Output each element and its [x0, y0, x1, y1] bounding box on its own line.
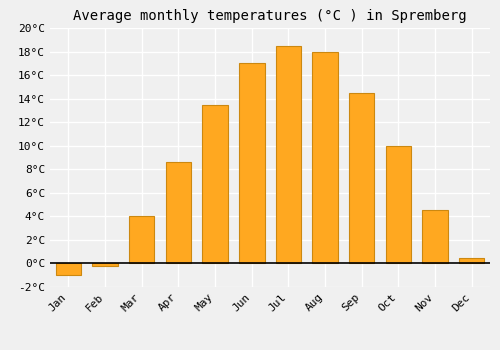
Bar	[166, 162, 191, 264]
Bar	[92, 264, 118, 266]
Bar	[459, 258, 484, 264]
Bar	[129, 216, 154, 264]
Bar	[386, 146, 411, 264]
Bar	[239, 63, 264, 264]
Bar	[349, 93, 374, 264]
Bar	[422, 210, 448, 264]
Bar	[56, 264, 81, 275]
Bar	[276, 46, 301, 264]
Bar	[312, 51, 338, 264]
Title: Average monthly temperatures (°C ) in Spremberg: Average monthly temperatures (°C ) in Sp…	[73, 9, 467, 23]
Bar	[202, 105, 228, 264]
